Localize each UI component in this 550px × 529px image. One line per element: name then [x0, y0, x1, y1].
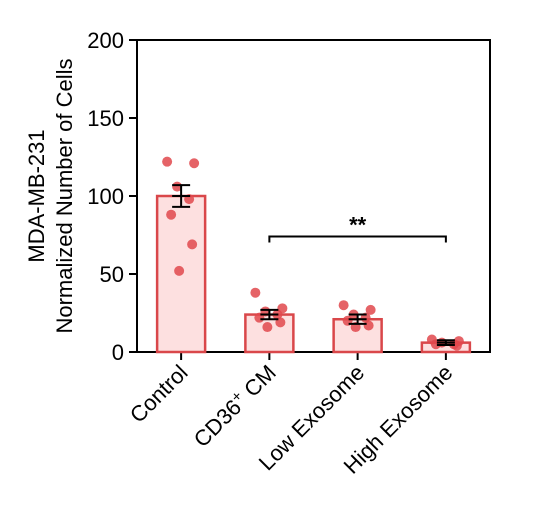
significance-bracket — [268, 235, 447, 243]
y-axis-title-line2: Normalized Number of Cells — [52, 58, 77, 333]
data-point — [250, 287, 261, 298]
y-tick-label: 200 — [87, 28, 124, 53]
bar-1 — [244, 313, 295, 354]
data-point — [187, 239, 198, 250]
data-point — [174, 265, 185, 276]
axes: 0 50 100 150 200 — [87, 28, 491, 365]
significance-annotation: ** — [268, 213, 447, 243]
y-tick-label: 150 — [87, 106, 124, 131]
data-point — [365, 304, 376, 315]
significance-label: ** — [349, 213, 367, 238]
x-category-label: Control — [125, 360, 193, 428]
data-point — [363, 320, 374, 331]
data-point — [338, 300, 349, 311]
bars — [155, 156, 472, 354]
y-tick-label: 100 — [87, 184, 124, 209]
data-point — [189, 158, 200, 169]
data-point — [262, 322, 273, 333]
y-tick-label: 0 — [112, 340, 124, 365]
y-axis-title-line1: MDA-MB-231 — [24, 129, 49, 262]
y-tick-label: 50 — [100, 262, 124, 287]
x-category-label: CD36+ CM — [188, 359, 281, 452]
y-axis-title: MDA-MB-231 Normalized Number of Cells — [24, 58, 77, 333]
data-point — [162, 156, 173, 167]
data-point — [166, 209, 177, 220]
